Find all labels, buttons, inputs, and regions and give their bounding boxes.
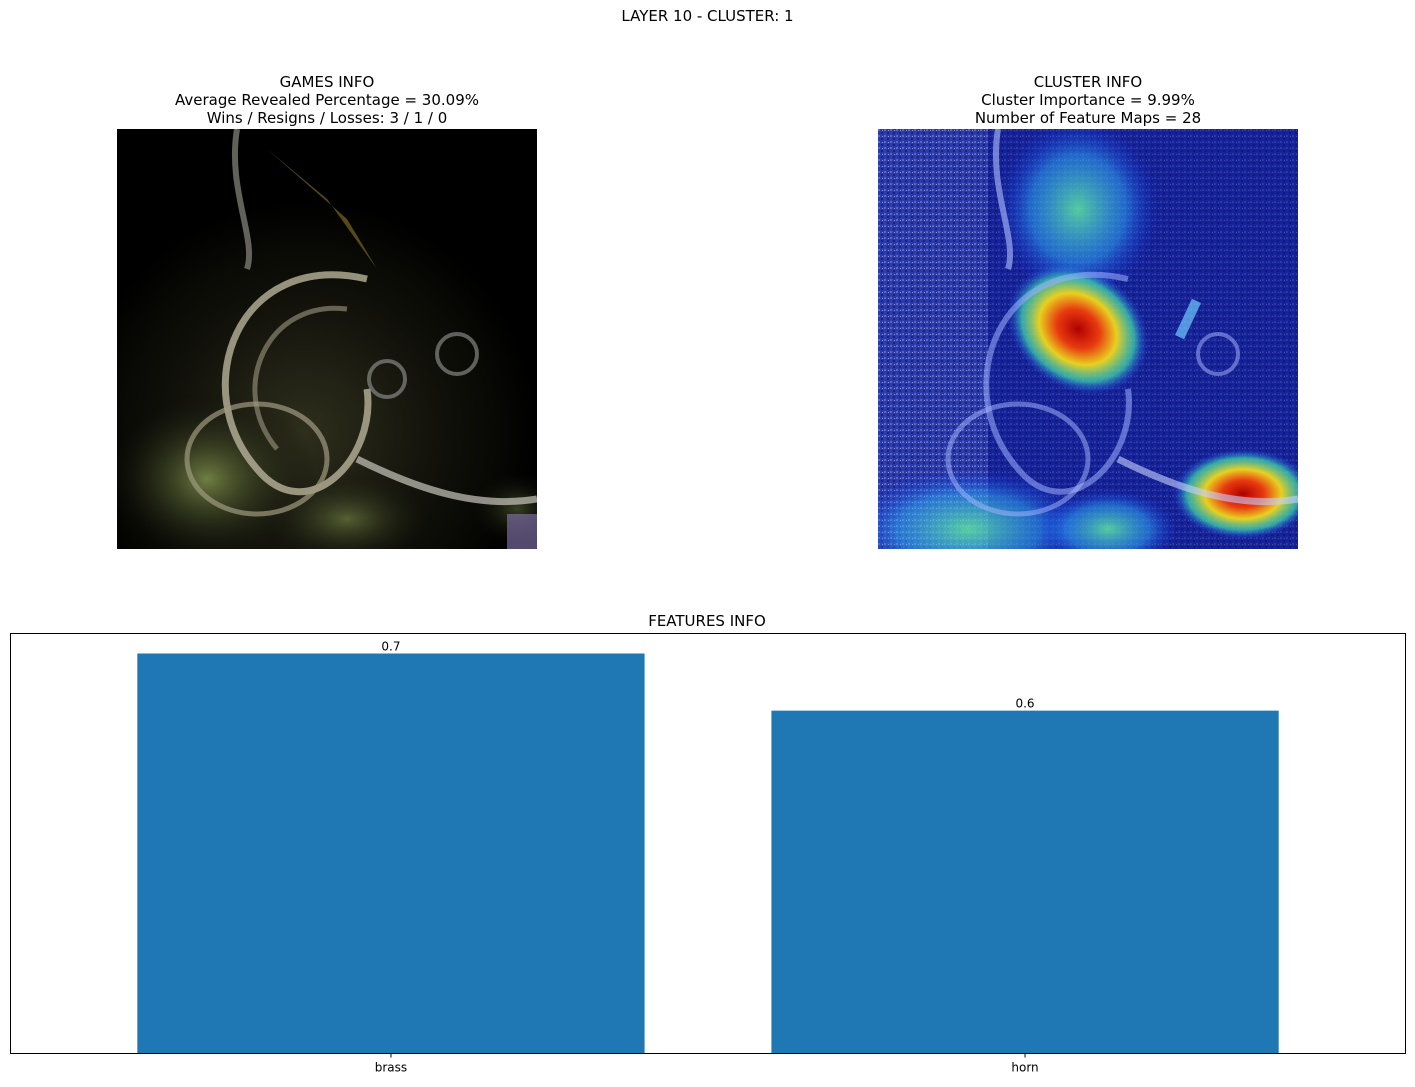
figure-suptitle: LAYER 10 - CLUSTER: 1 xyxy=(621,7,794,25)
bar-value-label: 0.6 xyxy=(1015,697,1034,711)
games-info-title: GAMES INFO xyxy=(279,73,375,91)
cluster-info-title: CLUSTER INFO xyxy=(1033,73,1143,91)
games-info-title-block: GAMES INFO Average Revealed Percentage =… xyxy=(117,73,537,127)
x-tick-label: horn xyxy=(1011,1061,1038,1075)
revealed-image xyxy=(117,129,537,549)
chart-title: FEATURES INFO xyxy=(648,612,766,630)
cluster-info-title-block: CLUSTER INFO Cluster Importance = 9.99% … xyxy=(878,73,1298,127)
games-revealed-percentage: Average Revealed Percentage = 30.09% xyxy=(174,91,479,109)
feature-map-count: Number of Feature Maps = 28 xyxy=(974,109,1202,127)
chart-axes-frame xyxy=(10,633,1406,1054)
bar-horn xyxy=(771,710,1279,1054)
cluster-importance: Cluster Importance = 9.99% xyxy=(981,91,1195,109)
cluster-heatmap-image xyxy=(878,129,1298,549)
games-win-resign-loss: Wins / Resigns / Losses: 3 / 1 / 0 xyxy=(206,109,448,127)
bar-value-label: 0.7 xyxy=(381,640,400,654)
x-tick-label: brass xyxy=(375,1061,407,1075)
bar-brass xyxy=(137,653,645,1054)
